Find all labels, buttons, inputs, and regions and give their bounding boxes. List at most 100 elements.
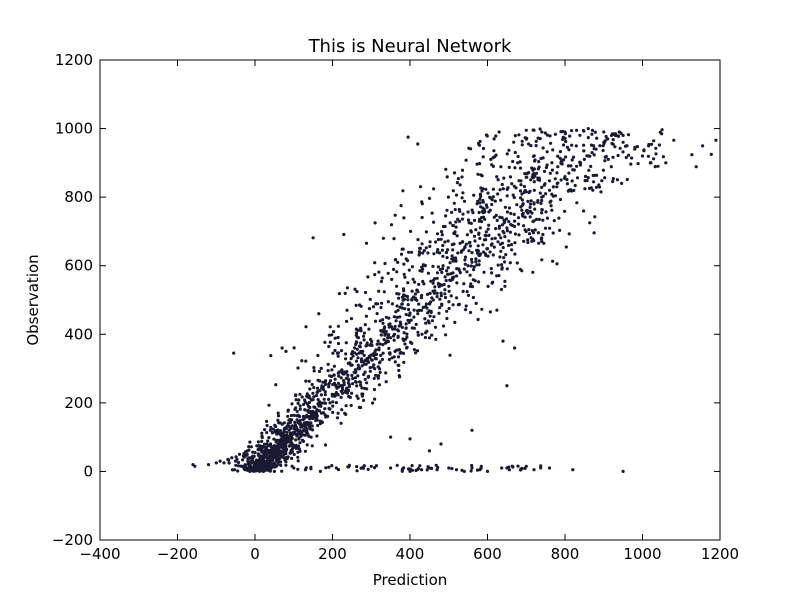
- scatter-point: [357, 367, 361, 371]
- scatter-point: [353, 368, 357, 372]
- scatter-point: [454, 259, 458, 263]
- scatter-point: [445, 309, 449, 313]
- scatter-point: [384, 380, 388, 384]
- scatter-point: [465, 270, 469, 274]
- scatter-point: [269, 462, 273, 466]
- scatter-point: [351, 354, 355, 358]
- scatter-point: [538, 127, 542, 131]
- scatter-point: [570, 129, 574, 133]
- scatter-point: [410, 250, 414, 254]
- scatter-point: [386, 300, 390, 304]
- scatter-point: [513, 346, 517, 350]
- scatter-point: [362, 372, 366, 377]
- scatter-point: [343, 389, 348, 393]
- scatter-point: [570, 179, 574, 183]
- scatter-point: [395, 304, 399, 308]
- scatter-point: [387, 325, 391, 329]
- scatter-point: [377, 383, 381, 387]
- scatter-point: [468, 310, 473, 315]
- scatter-point: [427, 321, 431, 325]
- scatter-point: [396, 328, 400, 332]
- scatter-point: [640, 154, 645, 158]
- scatter-point: [522, 239, 526, 243]
- scatter-point: [479, 173, 483, 177]
- scatter-point: [319, 366, 323, 370]
- scatter-point: [498, 255, 502, 259]
- scatter-point: [563, 132, 568, 136]
- scatter-point: [479, 252, 483, 256]
- scatter-point: [269, 466, 273, 470]
- scatter-point: [303, 425, 307, 429]
- scatter-point: [536, 200, 540, 204]
- scatter-point: [485, 247, 489, 251]
- scatter-point: [466, 210, 470, 214]
- scatter-point: [446, 266, 450, 270]
- scatter-point: [373, 356, 377, 361]
- scatter-point: [323, 443, 328, 447]
- scatter-point: [355, 290, 359, 294]
- scatter-point: [340, 408, 344, 412]
- scatter-point: [564, 139, 568, 144]
- x-tick-label: 400: [396, 545, 425, 563]
- scatter-point: [575, 176, 580, 180]
- scatter-point: [497, 226, 501, 230]
- scatter-point: [351, 382, 355, 386]
- scatter-point: [402, 272, 406, 276]
- scatter-point: [582, 209, 586, 213]
- scatter-point: [511, 159, 515, 164]
- scatter-point: [230, 456, 234, 460]
- scatter-point: [417, 308, 421, 312]
- scatter-point: [489, 157, 493, 161]
- scatter-point: [454, 225, 458, 229]
- scatter-point: [372, 363, 376, 367]
- scatter-point: [427, 196, 432, 200]
- scatter-point: [327, 333, 331, 337]
- scatter-point: [435, 232, 440, 236]
- scatter-point: [232, 351, 236, 355]
- scatter-point: [521, 214, 525, 218]
- scatter-point: [268, 455, 272, 459]
- scatter-point: [419, 296, 423, 300]
- scatter-point: [484, 203, 488, 207]
- scatter-point: [527, 228, 531, 232]
- scatter-point: [502, 221, 506, 225]
- scatter-point: [364, 241, 369, 245]
- scatter-point: [565, 178, 569, 182]
- scatter-point: [445, 256, 449, 260]
- scatter-point: [337, 374, 341, 378]
- scatter-point: [285, 440, 289, 444]
- scatter-point: [412, 315, 416, 319]
- scatter-point: [526, 238, 530, 242]
- scatter-point: [324, 401, 328, 405]
- scatter-point: [499, 165, 503, 169]
- scatter-point: [458, 241, 462, 245]
- scatter-point: [308, 417, 312, 421]
- scatter-point: [423, 317, 427, 321]
- scatter-point: [347, 385, 351, 389]
- scatter-point: [701, 144, 705, 148]
- scatter-point: [366, 467, 370, 471]
- scatter-point: [540, 258, 544, 262]
- scatter-point: [290, 464, 294, 468]
- scatter-point: [443, 240, 447, 244]
- scatter-point: [466, 264, 470, 268]
- scatter-point: [482, 207, 486, 212]
- scatter-point: [214, 461, 218, 465]
- scatter-point: [320, 384, 324, 388]
- scatter-point: [265, 448, 269, 452]
- scatter-point: [291, 444, 295, 448]
- scatter-point: [296, 429, 301, 433]
- scatter-point: [384, 315, 388, 319]
- scatter-point: [310, 382, 314, 387]
- scatter-point: [540, 208, 544, 212]
- scatter-point: [404, 322, 408, 326]
- scatter-point: [598, 144, 602, 148]
- scatter-point: [310, 424, 314, 428]
- scatter-point: [513, 150, 517, 155]
- scatter-point: [270, 431, 274, 435]
- scatter-point: [565, 145, 570, 149]
- scatter-point: [530, 239, 534, 243]
- scatter-point: [414, 351, 418, 355]
- scatter-point: [480, 307, 484, 311]
- scatter-point: [512, 224, 517, 228]
